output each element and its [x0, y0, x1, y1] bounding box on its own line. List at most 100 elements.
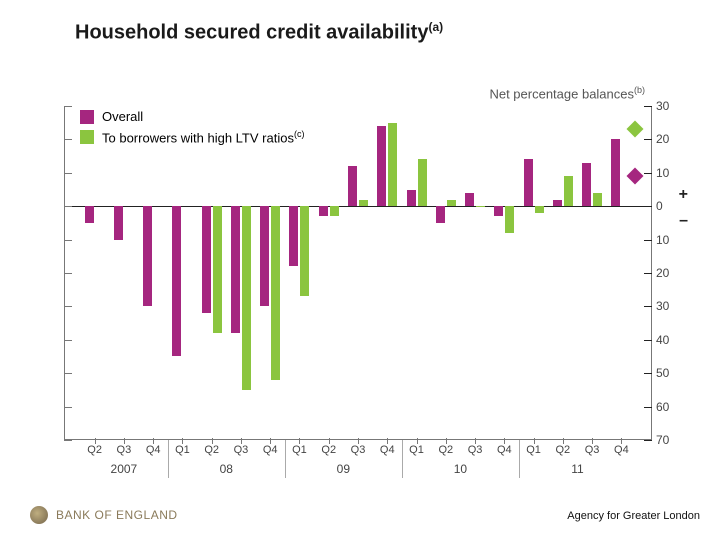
legend-label: To borrowers with high LTV ratios(c): [102, 128, 304, 147]
ytick-right: [644, 373, 652, 374]
subtitle-superscript: (b): [634, 85, 645, 95]
bar-high-ltv: [359, 200, 368, 207]
ytick-label: 30: [656, 299, 686, 313]
xtick-label: Q3: [585, 444, 600, 456]
ytick-left: [64, 440, 72, 441]
bar-overall: [114, 206, 123, 239]
boe-crest-icon: [30, 506, 48, 524]
year-label: 10: [454, 462, 467, 476]
ytick-label: 50: [656, 366, 686, 380]
xtick-label: Q1: [175, 444, 190, 456]
bar-high-ltv: [300, 206, 309, 296]
xtick-label: Q3: [351, 444, 366, 456]
ytick-left: [64, 139, 72, 140]
xtick-label: Q1: [526, 444, 541, 456]
bar-overall: [494, 206, 503, 216]
legend: Overall To borrowers with high LTV ratios…: [80, 108, 304, 148]
bar-high-ltv: [535, 206, 544, 213]
xtick-label: Q1: [409, 444, 424, 456]
ytick-label: 20: [656, 266, 686, 280]
minus-sign: –: [679, 212, 688, 230]
year-label: 11: [571, 462, 583, 476]
xtick-label: Q2: [87, 444, 102, 456]
plot-area: +–706050403020100102030: [64, 106, 652, 440]
bar-overall: [143, 206, 152, 306]
bar-high-ltv: [330, 206, 339, 216]
legend-item: To borrowers with high LTV ratios(c): [80, 128, 304, 147]
xtick-label: Q2: [321, 444, 336, 456]
legend-label: Overall: [102, 108, 143, 126]
bar-overall: [524, 159, 533, 206]
year-label: 08: [220, 462, 233, 476]
boe-text: BANK OF ENGLAND: [56, 508, 178, 522]
bar-overall: [436, 206, 445, 223]
xtick-label: Q3: [234, 444, 249, 456]
ytick-left: [64, 106, 72, 107]
ytick-left: [64, 340, 72, 341]
bar-high-ltv: [476, 206, 485, 207]
xtick-label: Q1: [292, 444, 307, 456]
bar-overall: [553, 200, 562, 207]
legend-swatch: [80, 110, 94, 124]
ytick-label: 60: [656, 400, 686, 414]
ytick-left: [64, 240, 72, 241]
page-title: Household secured credit availability(a): [75, 20, 443, 45]
agency-label: Agency for Greater London: [567, 510, 700, 522]
ytick-label: 30: [656, 99, 686, 113]
ytick-right: [644, 273, 652, 274]
ytick-label: 20: [656, 132, 686, 146]
bar-high-ltv: [271, 206, 280, 380]
bar-high-ltv: [418, 159, 427, 206]
zero-line: [64, 206, 652, 207]
bar-high-ltv: [213, 206, 222, 333]
year-separator: [402, 440, 403, 478]
xtick-label: Q2: [555, 444, 570, 456]
ytick-right: [644, 340, 652, 341]
bar-overall: [260, 206, 269, 306]
ytick-left: [64, 206, 72, 207]
ytick-right: [644, 440, 652, 441]
year-separator: [168, 440, 169, 478]
ytick-right: [644, 240, 652, 241]
bar-overall: [377, 126, 386, 206]
xtick-label: Q4: [380, 444, 395, 456]
bar-overall: [348, 166, 357, 206]
year-label: 2007: [111, 462, 138, 476]
xtick-label: Q4: [614, 444, 629, 456]
xtick-label: Q3: [468, 444, 483, 456]
year-separator: [519, 440, 520, 478]
legend-swatch: [80, 130, 94, 144]
bar-overall: [582, 163, 591, 206]
ytick-label: 40: [656, 333, 686, 347]
legend-item: Overall: [80, 108, 304, 126]
bar-overall: [407, 190, 416, 207]
ytick-label: 0: [656, 199, 686, 213]
title-superscript: (a): [428, 20, 443, 34]
ytick-right: [644, 106, 652, 107]
xtick-label: Q4: [263, 444, 278, 456]
bar-overall: [611, 139, 620, 206]
bar-high-ltv: [593, 193, 602, 206]
ytick-right: [644, 306, 652, 307]
bar-overall: [289, 206, 298, 266]
xtick-label: Q3: [117, 444, 132, 456]
ytick-right: [644, 173, 652, 174]
ytick-right: [644, 206, 652, 207]
ytick-label: 10: [656, 166, 686, 180]
bar-high-ltv: [447, 200, 456, 207]
bank-of-england-logo: BANK OF ENGLAND: [30, 506, 178, 524]
xtick-label: Q4: [146, 444, 161, 456]
ytick-right: [644, 139, 652, 140]
ytick-right: [644, 407, 652, 408]
bar-overall: [465, 193, 474, 206]
ytick-left: [64, 173, 72, 174]
chart-area: +–706050403020100102030: [64, 106, 652, 440]
ytick-left: [64, 273, 72, 274]
xtick-label: Q4: [497, 444, 512, 456]
ytick-label: 10: [656, 233, 686, 247]
diamond-marker: [626, 168, 643, 185]
bar-overall: [231, 206, 240, 333]
bar-high-ltv: [564, 176, 573, 206]
bar-high-ltv: [242, 206, 251, 390]
bar-high-ltv: [505, 206, 514, 233]
